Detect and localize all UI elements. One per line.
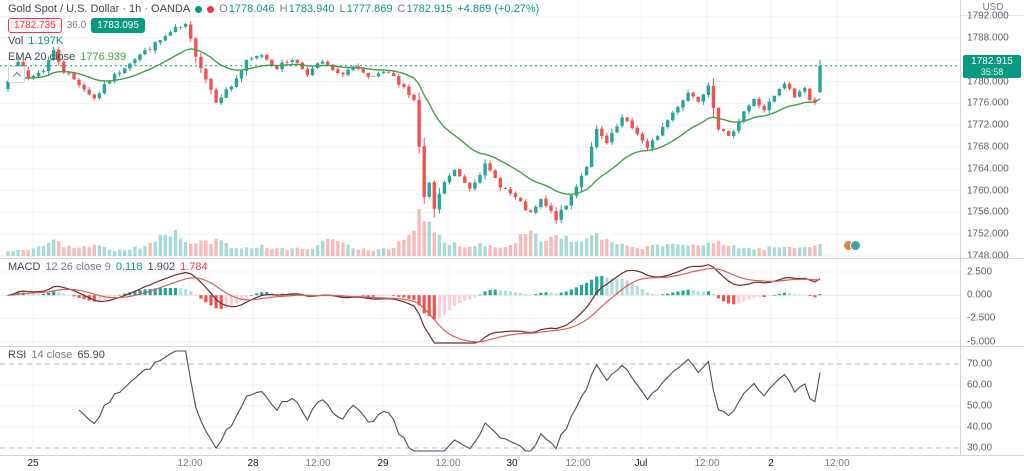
trade-buttons-row: 1782.735 36.0 1783.095 [8, 17, 539, 33]
pane-separator[interactable] [0, 346, 1024, 347]
bar-countdown: 35:58 [980, 67, 1004, 77]
ema-row: EMA 20 close 1776.939 [8, 50, 539, 64]
macd-hist-value: 0.118 [115, 261, 143, 273]
chevron-up-icon [12, 71, 21, 80]
time-axis-label: 29 [377, 458, 389, 469]
main-legend: Gold Spot / U.S. Dollar · 1h · OANDA O17… [8, 2, 539, 83]
high-label: H [279, 3, 288, 15]
time-axis-label: 12:00 [565, 458, 591, 469]
buy-price-button[interactable]: 1783.095 [91, 17, 145, 33]
axis-label: 60.00 [967, 379, 993, 391]
axis-label: 1748.000 [967, 250, 1009, 262]
current-price-value: 1782.915 [971, 56, 1013, 67]
chart-svg[interactable] [0, 0, 960, 455]
time-axis-label: Jul [634, 458, 648, 469]
volume-value: 1.197K [28, 35, 64, 47]
axis-label: -2.500 [967, 312, 996, 324]
price-axis[interactable]: USD 1782.915 35:58 1792.0001788.0001784.… [960, 0, 1024, 455]
axis-label: 1792.000 [967, 10, 1009, 22]
rsi-title[interactable]: RSI [8, 349, 27, 361]
sell-price-button[interactable]: 1782.735 [8, 17, 62, 33]
axis-label: 1756.000 [967, 206, 1009, 218]
low-value: 1777.869 [346, 3, 393, 15]
open-value: 1778.046 [228, 3, 275, 15]
axis-label: 1772.000 [967, 119, 1009, 131]
sell-dot-icon [207, 5, 215, 13]
time-axis-label: 2 [768, 458, 774, 469]
open-field: O1778.046 [219, 3, 274, 15]
axis-label: 1764.000 [967, 163, 1009, 175]
pane-separator[interactable] [0, 258, 1024, 259]
macd-legend: MACD 12 26 close 9 0.118 1.902 1.784 [8, 261, 208, 273]
open-label: O [219, 3, 228, 15]
time-axis-label: 12:00 [305, 458, 331, 469]
time-axis-label: 12:00 [435, 458, 461, 469]
time-axis-label: 12:00 [824, 458, 850, 469]
ema-value: 1776.939 [80, 51, 127, 63]
close-label: C [397, 3, 406, 15]
ema-label[interactable]: EMA 20 close [8, 51, 76, 63]
collapse-legend-button[interactable] [8, 66, 25, 83]
rsi-value: 65.90 [77, 349, 105, 361]
change-value: +4.869 (+0.27%) [457, 3, 540, 15]
low-field: L1777.869 [339, 3, 392, 15]
macd-line-value: 1.902 [147, 261, 176, 273]
low-label: L [339, 3, 346, 15]
volume-label[interactable]: Vol [8, 35, 24, 47]
chart-plot-area[interactable] [0, 0, 960, 455]
time-axis-label: 12:00 [177, 458, 203, 469]
close-value: 1782.915 [406, 3, 453, 15]
axis-label: 1776.000 [967, 97, 1009, 109]
symbol-title[interactable]: Gold Spot / U.S. Dollar · 1h · OANDA [8, 3, 191, 15]
axis-label: 1768.000 [967, 141, 1009, 153]
rsi-params: 14 close [31, 349, 73, 361]
rsi-legend: RSI 14 close 65.90 [8, 349, 105, 361]
axis-label: 1788.000 [967, 32, 1009, 44]
macd-title[interactable]: MACD [8, 261, 41, 273]
axis-label: 0.000 [967, 289, 993, 301]
axis-label: 30.00 [967, 442, 993, 454]
axis-label: 1760.000 [967, 185, 1009, 197]
spread-value: 36.0 [66, 19, 87, 31]
axis-divider [961, 15, 1024, 16]
axis-label: 50.00 [967, 400, 993, 412]
axis-label: 2.500 [967, 266, 993, 278]
time-axis-label: 12:00 [694, 458, 720, 469]
volume-row: Vol 1.197K [8, 34, 539, 48]
buy-dot-icon [195, 5, 203, 13]
macd-signal-value: 1.784 [180, 261, 208, 273]
symbol-logos[interactable] [843, 240, 861, 251]
time-axis-label: 28 [247, 458, 259, 469]
macd-params: 12 26 close 9 [45, 261, 111, 273]
time-axis-label: 30 [506, 458, 518, 469]
usd-logo-icon [850, 240, 861, 251]
current-price-badge: 1782.915 35:58 [963, 55, 1021, 78]
axis-currency-label[interactable]: USD [982, 2, 1004, 13]
symbol-row: Gold Spot / U.S. Dollar · 1h · OANDA O17… [8, 2, 539, 16]
axis-label: 1752.000 [967, 228, 1009, 240]
axis-label: 40.00 [967, 421, 993, 433]
time-axis[interactable]: 25 12:00 28 12:00 29 12:00 30 12:00 Jul 12:00 2 12:… [0, 455, 1024, 471]
axis-label: 70.00 [967, 358, 993, 370]
time-axis-label: 25 [27, 458, 39, 469]
axis-label: 1780.000 [967, 76, 1009, 88]
close-field: C1782.915 [397, 3, 452, 15]
axis-label: -5.000 [967, 336, 996, 348]
high-field: H1783.940 [280, 3, 335, 15]
high-value: 1783.940 [288, 3, 335, 15]
